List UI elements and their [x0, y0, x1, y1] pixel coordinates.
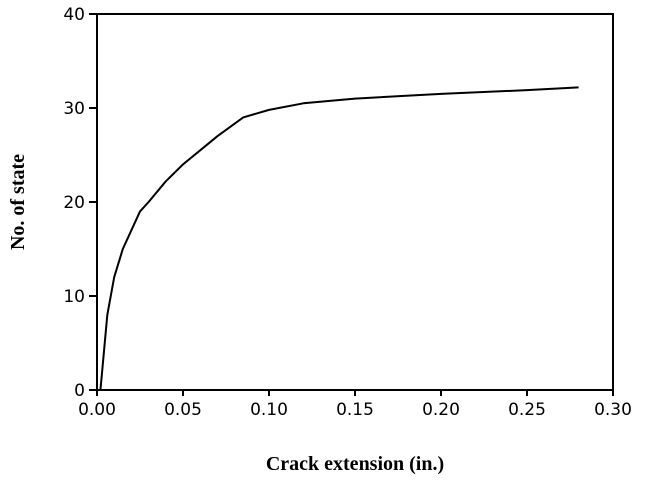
x-tick-label: 0.10 — [250, 400, 288, 420]
x-tick-label: 0.15 — [336, 400, 374, 420]
x-tick-label: 0.30 — [594, 400, 632, 420]
y-tick-label: 20 — [63, 193, 85, 213]
x-tick-label: 0.20 — [422, 400, 460, 420]
y-tick-label: 0 — [74, 381, 85, 401]
y-tick-label: 10 — [63, 287, 85, 307]
y-tick-label: 40 — [63, 5, 85, 25]
plot-frame — [96, 13, 614, 391]
data-line — [99, 86, 579, 391]
x-tick-label: 0.25 — [508, 400, 546, 420]
x-tick-label: 0.00 — [78, 400, 116, 420]
x-tick-label: 0.05 — [164, 400, 202, 420]
y-tick-label: 30 — [63, 99, 85, 119]
y-axis-title: No. of state — [7, 154, 29, 250]
x-axis-title: Crack extension (in.) — [266, 453, 444, 475]
